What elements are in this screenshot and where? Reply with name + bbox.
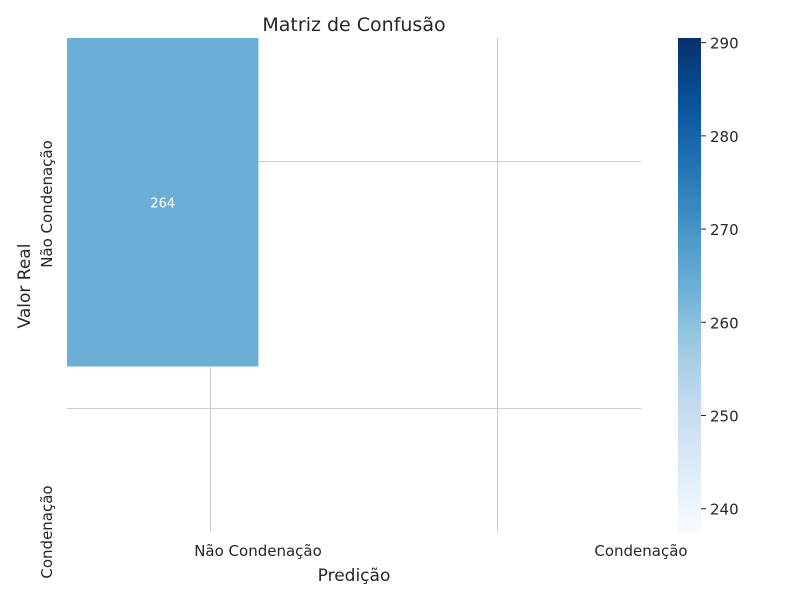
colorbar-tick-label: 260 xyxy=(710,314,739,332)
colorbar xyxy=(678,38,701,532)
x-tick-label: Condenação xyxy=(594,542,687,560)
y-tick-labels: Não Condenação Condenação xyxy=(38,140,56,578)
colorbar-ticks: 240 250 260 270 280 290 xyxy=(701,35,739,519)
colorbar-tick-label: 240 xyxy=(710,501,739,519)
x-tick-label: Não Condenação xyxy=(194,542,322,560)
y-tick-label: Não Condenação xyxy=(38,140,56,268)
colorbar-tick-label: 250 xyxy=(710,407,739,425)
colorbar-tick-label: 270 xyxy=(710,221,739,239)
y-axis-label: Valor Real xyxy=(15,244,35,329)
chart-title: Matriz de Confusão xyxy=(262,14,445,36)
y-tick-label: Condenação xyxy=(38,485,56,578)
colorbar-tick-label: 290 xyxy=(710,35,739,53)
x-axis-label: Predição xyxy=(318,566,391,586)
heatmap-cells xyxy=(67,38,259,367)
cell-annotations: 264 xyxy=(150,196,175,211)
cell-value-label: 264 xyxy=(150,196,175,211)
colorbar-tick-label: 280 xyxy=(710,128,739,146)
heatmap-cell xyxy=(67,38,259,367)
x-tick-labels: Não Condenação Condenação xyxy=(194,542,687,560)
